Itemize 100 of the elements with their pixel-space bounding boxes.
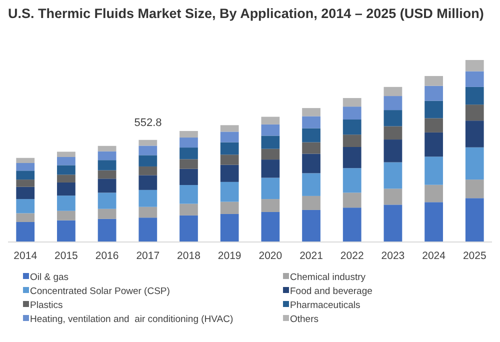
bar bbox=[261, 178, 280, 200]
bar bbox=[424, 202, 443, 242]
legend-label: Food and beverage bbox=[290, 286, 372, 297]
x-tick-label: 2024 bbox=[422, 250, 446, 262]
x-tick-label: 2014 bbox=[14, 250, 38, 262]
bar bbox=[180, 148, 198, 160]
bar bbox=[261, 148, 280, 160]
bar bbox=[465, 198, 484, 242]
bar bbox=[220, 202, 239, 214]
bar bbox=[465, 86, 484, 105]
bar bbox=[302, 210, 320, 242]
bar bbox=[16, 158, 35, 164]
bar bbox=[342, 146, 362, 168]
bar bbox=[424, 132, 443, 157]
bar bbox=[465, 120, 484, 148]
bar bbox=[138, 206, 158, 218]
bar bbox=[342, 208, 362, 242]
bar bbox=[465, 60, 484, 72]
bar bbox=[424, 118, 443, 132]
bar bbox=[384, 86, 402, 96]
legend-label: Concentrated Solar Power (CSP) bbox=[30, 286, 170, 297]
bar bbox=[57, 182, 76, 196]
bar bbox=[261, 136, 280, 149]
bar bbox=[465, 71, 484, 87]
bar bbox=[138, 190, 158, 207]
bar bbox=[57, 165, 76, 175]
bar bbox=[342, 98, 362, 107]
bar bbox=[98, 160, 116, 170]
bar bbox=[302, 128, 320, 142]
x-tick-label: 2015 bbox=[54, 250, 78, 262]
bar bbox=[220, 214, 239, 242]
bar bbox=[16, 213, 35, 222]
bar bbox=[16, 186, 35, 200]
bar bbox=[57, 152, 76, 158]
bar bbox=[57, 220, 76, 242]
bar bbox=[98, 178, 116, 193]
bar bbox=[261, 116, 280, 124]
bar bbox=[220, 125, 239, 132]
bar bbox=[16, 199, 35, 214]
bar bbox=[57, 174, 76, 182]
x-tick-label: 2023 bbox=[381, 250, 405, 262]
bar bbox=[98, 170, 116, 179]
bar bbox=[180, 159, 198, 169]
bar bbox=[342, 106, 362, 120]
legend-label: Heating, ventilation and air conditioning (HVAC) bbox=[30, 314, 234, 325]
bar bbox=[57, 196, 76, 211]
annotation: 552.8 bbox=[134, 117, 162, 129]
legend-label: Chemical industry bbox=[290, 272, 366, 283]
bar bbox=[342, 120, 362, 135]
bar bbox=[16, 222, 35, 242]
legend-label: Oil & gas bbox=[30, 272, 69, 283]
bar bbox=[180, 215, 198, 242]
bar bbox=[342, 192, 362, 208]
x-tick-label: 2019 bbox=[218, 250, 242, 262]
bar bbox=[16, 170, 35, 180]
x-tick-label: 2016 bbox=[95, 250, 119, 262]
bar bbox=[342, 134, 362, 147]
bar bbox=[220, 182, 239, 202]
bar bbox=[180, 130, 198, 138]
bar bbox=[138, 166, 158, 176]
bar bbox=[16, 163, 35, 171]
x-tick-label: 2025 bbox=[462, 250, 486, 262]
bar bbox=[16, 180, 35, 187]
bar bbox=[261, 124, 280, 136]
bar bbox=[261, 199, 280, 212]
bar bbox=[98, 218, 116, 242]
bar bbox=[180, 185, 198, 204]
bar bbox=[384, 96, 402, 110]
bar bbox=[138, 155, 158, 166]
bar bbox=[384, 188, 402, 205]
bar bbox=[302, 142, 320, 154]
bar bbox=[261, 212, 280, 242]
bar bbox=[302, 173, 320, 196]
bar bbox=[138, 218, 158, 242]
legend-label: Pharmaceuticals bbox=[290, 300, 360, 311]
bar bbox=[465, 180, 484, 198]
bar bbox=[220, 142, 239, 155]
bar bbox=[220, 154, 239, 165]
legend-label: Others bbox=[290, 314, 319, 325]
bar bbox=[424, 86, 443, 101]
legend-label: Plastics bbox=[30, 300, 63, 311]
x-tick-label: 2018 bbox=[177, 250, 201, 262]
bar bbox=[465, 104, 484, 121]
bar bbox=[98, 146, 116, 152]
bar bbox=[180, 204, 198, 216]
x-tick-label: 2017 bbox=[136, 250, 160, 262]
bar bbox=[424, 156, 443, 185]
bar bbox=[98, 192, 116, 209]
bar bbox=[220, 132, 239, 142]
bar bbox=[384, 126, 402, 140]
bar bbox=[302, 116, 320, 128]
bar bbox=[138, 175, 158, 190]
bar bbox=[220, 164, 239, 182]
bar bbox=[384, 204, 402, 242]
bar bbox=[424, 76, 443, 86]
bar bbox=[342, 168, 362, 193]
bar bbox=[465, 147, 484, 180]
bar bbox=[261, 160, 280, 178]
x-tick-label: 2021 bbox=[300, 250, 324, 262]
bar bbox=[424, 100, 443, 118]
